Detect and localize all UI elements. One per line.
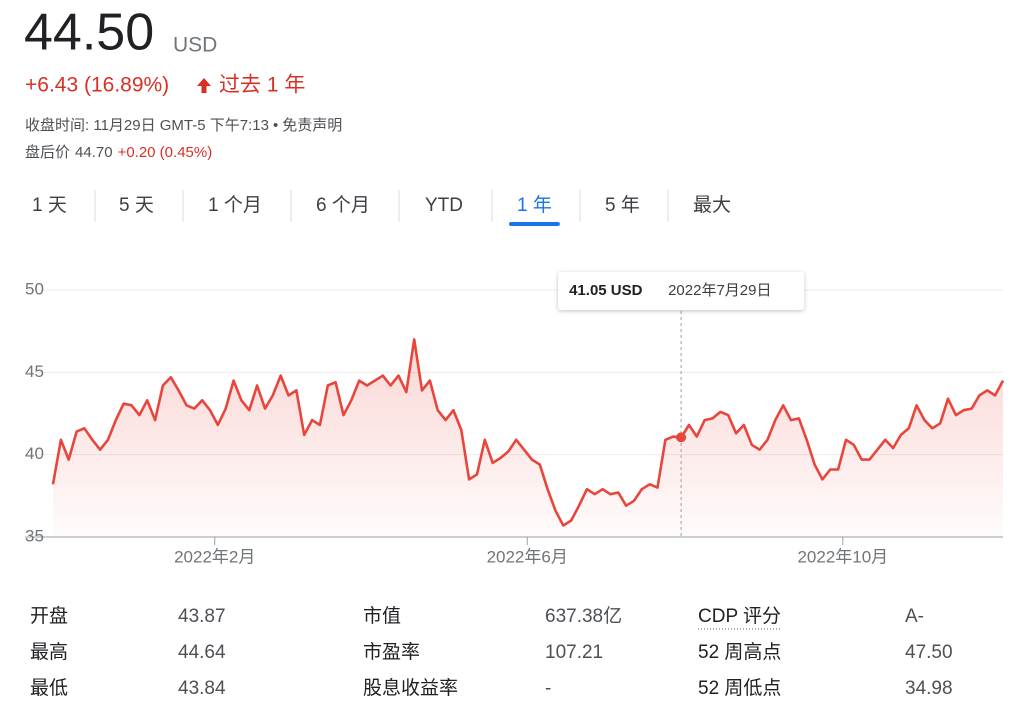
- change: +6.43 (16.89%): [25, 74, 169, 97]
- period: 过去 1 年: [219, 74, 305, 97]
- hover-point: [676, 432, 687, 443]
- after-hours: 盘后价 44.70 +0.20 (0.45%): [25, 143, 212, 161]
- stat-label: 最低: [30, 677, 68, 699]
- stat-label: 52 周低点: [698, 677, 781, 699]
- range-tab[interactable]: 1 年: [517, 194, 552, 216]
- price-chart: 35 40 45 50 2022年2月 2022年6月 2022年10月 41.05 USD 2…: [25, 272, 1005, 566]
- stat-value: 43.87: [178, 606, 226, 627]
- after-hours-price: 44.70: [75, 144, 113, 161]
- stat-label: 52 周高点: [698, 641, 781, 663]
- range-tab[interactable]: 最大: [693, 194, 731, 216]
- price-line: [51, 338, 1005, 527]
- range-tabs: 1 天 5 天 1 个月 6 个月 YTD 1 年 5 年 最大: [32, 190, 731, 226]
- stat-label: 股息收益率: [363, 677, 458, 699]
- stat-value: 44.64: [178, 642, 226, 663]
- range-tab[interactable]: 1 天: [32, 195, 67, 216]
- up-arrow: [197, 78, 211, 93]
- area-fill: [53, 339, 1003, 537]
- y-tick-label: 45: [25, 362, 44, 381]
- stat-label: 最高: [30, 641, 68, 663]
- y-tick-label: 35: [25, 526, 44, 545]
- tooltip-date: 2022年7月29日: [668, 282, 771, 299]
- stat-value: 47.50: [905, 642, 953, 663]
- stat-label: 市盈率: [363, 641, 420, 663]
- range-tab[interactable]: 6 个月: [316, 194, 370, 216]
- close-time-text: 收盘时间: 11月29日 GMT-5 下午7:13: [25, 116, 269, 134]
- range-tab[interactable]: YTD: [425, 195, 463, 216]
- range-tab[interactable]: 5 年: [605, 194, 640, 216]
- y-tick-label: 40: [25, 444, 44, 463]
- stat-value: 43.84: [178, 678, 226, 699]
- stat-value: A-: [905, 606, 924, 627]
- stat-label: CDP 评分: [698, 605, 781, 627]
- stat-label: 开盘: [30, 605, 68, 627]
- tooltip-box: [558, 272, 805, 310]
- stat-value: 34.98: [905, 678, 953, 699]
- x-tick-label: 2022年2月: [174, 547, 255, 566]
- tooltip-price: 41.05 USD: [569, 282, 643, 299]
- range-tab[interactable]: 1 个月: [208, 194, 262, 216]
- currency: USD: [173, 34, 217, 57]
- stat-value: 637.38亿: [545, 605, 622, 627]
- stats-table: 开盘 43.87 市值 637.38亿 CDP 评分 A- 最高 44.64 市盈率 107.21…: [30, 605, 953, 699]
- stat-value: -: [545, 678, 551, 699]
- after-hours-label: 盘后价: [25, 143, 70, 161]
- range-tab[interactable]: 5 天: [119, 195, 154, 216]
- disclaimer-link[interactable]: 免责声明: [282, 116, 342, 134]
- x-tick-label: 2022年6月: [487, 547, 568, 566]
- active-tab-indicator: [509, 222, 560, 226]
- x-tick-label: 2022年10月: [797, 547, 888, 566]
- stat-label: 市值: [363, 605, 401, 627]
- after-hours-change: +0.20 (0.45%): [118, 144, 213, 161]
- y-tick-label: 50: [25, 279, 44, 298]
- price: 44.50: [24, 4, 154, 62]
- close-time: 收盘时间: 11月29日 GMT-5 下午7:13 • 免责声明: [25, 116, 342, 134]
- stat-value: 107.21: [545, 642, 603, 663]
- separator: •: [273, 117, 278, 134]
